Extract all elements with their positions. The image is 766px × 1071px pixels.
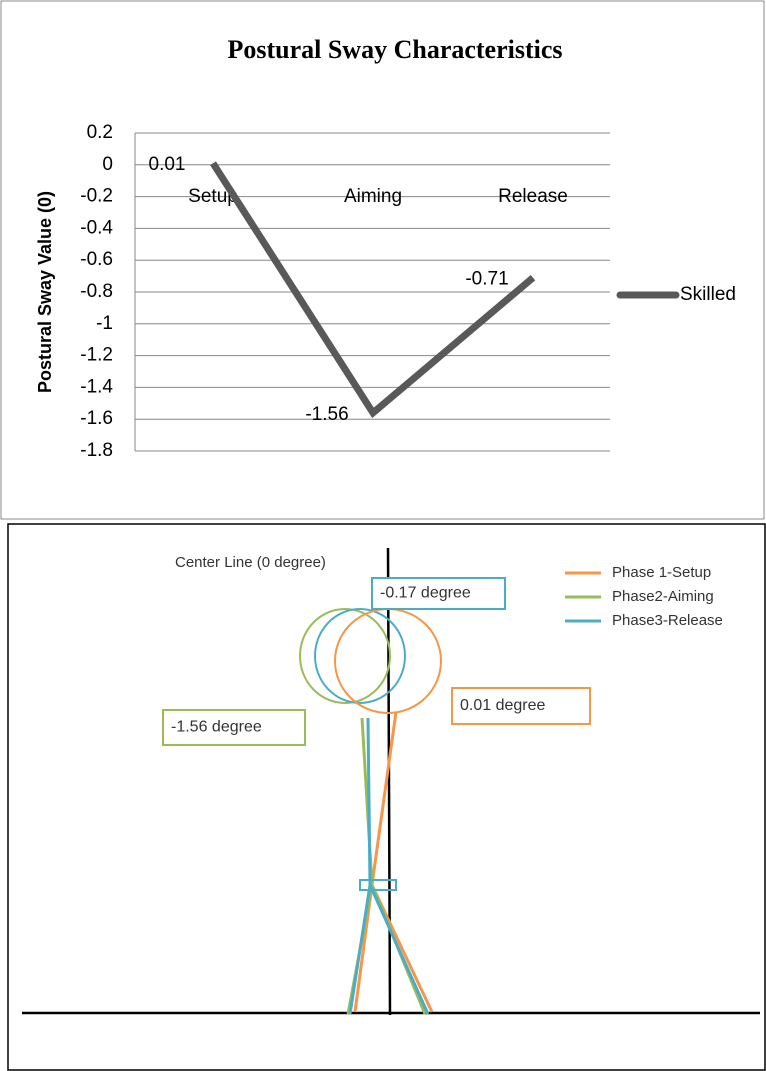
x-tick-label: Aiming	[344, 186, 402, 207]
data-label: -0.71	[465, 269, 508, 290]
x-tick-label: Release	[498, 186, 568, 207]
annotation-box	[162, 709, 306, 746]
y-tick-label: -1.8	[80, 440, 113, 461]
hips	[359, 879, 397, 891]
figures	[299, 608, 442, 1015]
leg-release	[368, 884, 430, 1015]
data-label: -1.56	[305, 404, 348, 425]
annotation-text: -0.17 degree	[380, 585, 471, 602]
y-tick-label: -0.4	[80, 217, 113, 238]
y-tick-label: -1.6	[80, 408, 113, 429]
y-tick-label: -1.2	[80, 345, 113, 366]
y-tick-label: -0.2	[80, 186, 113, 207]
center-line-label: Center Line (0 degree)	[175, 554, 326, 571]
annotation-box	[451, 687, 591, 725]
data-label: 0.01	[149, 154, 186, 175]
annotation-box	[371, 577, 506, 610]
head-aiming	[299, 608, 391, 704]
head-release	[314, 608, 406, 704]
y-tick-label: -0.6	[80, 249, 113, 270]
y-tick-label: -0.8	[80, 281, 113, 302]
y-tick-label: -1.4	[80, 376, 113, 397]
y-tick-label: 0	[102, 154, 113, 175]
legend-label: Phase3-Release	[612, 612, 723, 629]
diagram-frame	[7, 523, 766, 1071]
chart-title: Postural Sway Characteristics	[227, 35, 562, 64]
y-tick-label: -1	[96, 313, 113, 334]
series-line	[210, 161, 536, 419]
x-tick-label: Setup	[188, 186, 238, 207]
annotation-text: 0.01 degree	[460, 697, 546, 714]
legend-label: Skilled	[680, 284, 736, 305]
legend-label: Phase2-Aiming	[612, 588, 714, 605]
annotation-text: -1.56 degree	[171, 719, 262, 736]
y-axis-label: Postural Sway Value (0)	[35, 191, 55, 393]
center-line	[386, 547, 392, 1016]
y-tick-label: 0.2	[87, 122, 113, 143]
legend-label: Phase 1-Setup	[612, 564, 711, 581]
